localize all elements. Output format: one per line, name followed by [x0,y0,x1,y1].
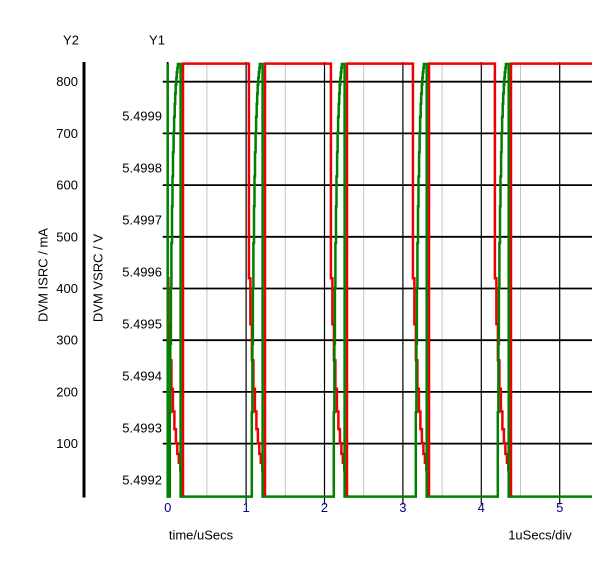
y2-tick-label: 100 [56,436,78,451]
x-tick-label: 3 [399,500,406,515]
y2-tick-label: 600 [56,178,78,193]
x-tick-label: 4 [478,500,485,515]
y1-axis-label: DVM VSRC / V [90,233,106,323]
x-tick-label: 2 [321,500,328,515]
y2-axis-title: Y2 [63,32,79,48]
y2-axis-label: DVM ISRC / mA [35,228,51,322]
plot-area[interactable] [167,62,592,498]
y2-tick-label: 700 [56,126,78,141]
x-axis-label: time/uSecs [168,527,234,543]
y2-tick-label: 400 [56,281,78,296]
x-tick-label: 1 [242,500,249,515]
y1-axis-title: Y1 [149,32,165,48]
x-axis-scale-label: 1uSecs/div [508,527,572,543]
y1-tick-label: 5.4998 [122,161,162,176]
x-tick-label: 5 [556,500,563,515]
y1-tick-label: 5.4993 [122,421,162,436]
grid-minor-lines [206,62,521,498]
y2-tick-label: 300 [56,333,78,348]
y1-tick-label: 5.4995 [122,317,162,332]
y1-tick-label: 5.4999 [122,109,162,124]
y1-tick-label: 5.4994 [122,369,162,384]
x-tick-label: 0 [164,500,171,515]
y1-tick-label: 5.4996 [122,265,162,280]
tick-labels: 800 700 600 500 400 300 200 100 5.4999 5.4998 5.49… [56,74,563,515]
y1-tick-label: 5.4997 [122,213,162,228]
vsrc-waveform [166,62,592,498]
y2-tick-label: 200 [56,384,78,399]
y1-tick-label: 5.4992 [122,473,162,488]
trace-vsrc-voltage [166,62,592,498]
y2-tick-label: 500 [56,229,78,244]
grid-major-lines [162,62,592,505]
y2-tick-label: 800 [56,74,78,89]
